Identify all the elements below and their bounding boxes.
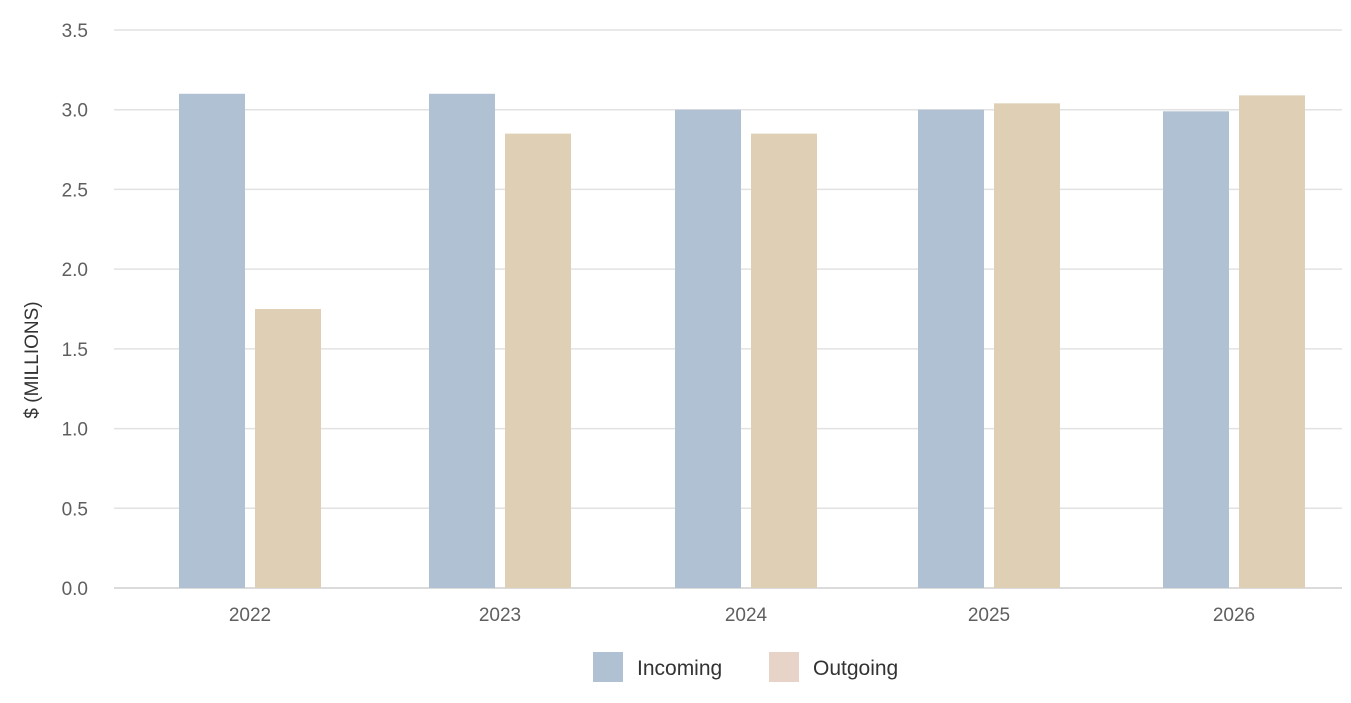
x-tick-label: 2022: [229, 605, 271, 626]
x-tick-labels: 2022 2023 2024 2025 2026: [229, 605, 1255, 626]
legend-label-incoming[interactable]: Incoming: [637, 657, 722, 680]
x-tick-label: 2023: [479, 605, 521, 626]
legend-swatch-incoming[interactable]: [593, 652, 623, 682]
y-tick-label: 2.0: [62, 260, 88, 281]
bar-incoming-2026[interactable]: [1163, 111, 1229, 589]
bar-outgoing-2026[interactable]: [1239, 95, 1305, 588]
legend-label-outgoing[interactable]: Outgoing: [813, 657, 898, 680]
y-tick-label: 3.0: [62, 101, 88, 122]
y-axis-title: $ (MILLIONS): [22, 301, 43, 418]
bar-incoming-2025[interactable]: [918, 109, 984, 588]
bar-incoming-2024[interactable]: [675, 109, 741, 588]
y-tick-label: 0.0: [62, 579, 88, 600]
bar-incoming-2022[interactable]: [179, 93, 245, 589]
bar-outgoing-2025[interactable]: [994, 103, 1060, 588]
bar-outgoing-2023[interactable]: [505, 133, 571, 588]
y-tick-label: 1.5: [62, 340, 88, 361]
y-tick-labels: 0.0 0.5 1.0 1.5 2.0 2.5 3.0 3.5: [62, 21, 88, 600]
legend-swatch-outgoing[interactable]: [769, 652, 799, 682]
x-tick-label: 2026: [1213, 605, 1255, 626]
bar-outgoing-2024[interactable]: [751, 133, 817, 588]
bar-outgoing-2022[interactable]: [255, 309, 321, 588]
x-tick-label: 2025: [968, 605, 1010, 626]
x-tick-label: 2024: [725, 605, 768, 626]
y-tick-label: 2.5: [62, 180, 88, 201]
bars: [179, 93, 1305, 589]
y-tick-label: 3.5: [62, 21, 88, 42]
y-tick-label: 0.5: [62, 499, 88, 520]
bar-incoming-2023[interactable]: [429, 93, 495, 589]
legend: Incoming Outgoing: [593, 652, 898, 682]
y-tick-label: 1.0: [62, 420, 88, 441]
